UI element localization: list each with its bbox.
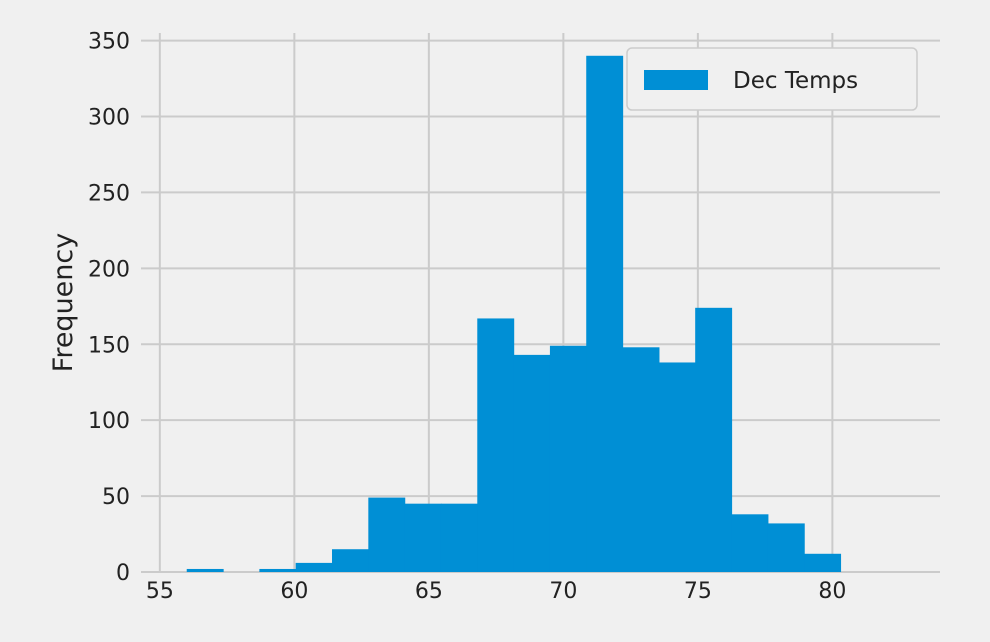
- legend-label-dec-temps: Dec Temps: [733, 68, 858, 94]
- y-tick-label-350: 350: [88, 30, 130, 55]
- grid-lines: [141, 33, 940, 573]
- x-tick-label-75: 75: [684, 579, 712, 604]
- bar-10: [549, 345, 587, 572]
- y-tick-label-0: 0: [116, 561, 130, 586]
- bar-13: [658, 362, 696, 572]
- x-tick-labels: 55 60 65 70 75 80: [146, 579, 847, 604]
- bar-3: [295, 562, 333, 572]
- x-tick-label-70: 70: [549, 579, 577, 604]
- bar-0: [186, 568, 224, 572]
- x-tick-label-80: 80: [818, 579, 846, 604]
- bar-14: [695, 307, 733, 572]
- histogram-bars: [186, 55, 842, 572]
- bar-16: [767, 523, 805, 572]
- bar-8: [477, 318, 515, 572]
- legend-swatch-dec-temps: [644, 70, 708, 90]
- bar-15: [731, 514, 769, 572]
- bar-2: [259, 568, 297, 572]
- y-tick-label-250: 250: [88, 181, 130, 206]
- y-tick-label-200: 200: [88, 257, 130, 282]
- bar-9: [513, 354, 551, 572]
- y-tick-label-300: 300: [88, 106, 130, 131]
- bar-17: [804, 553, 842, 572]
- bar-11: [586, 55, 624, 572]
- x-tick-label-55: 55: [146, 579, 174, 604]
- bar-5: [368, 497, 406, 572]
- bar-12: [622, 347, 660, 572]
- bar-4: [332, 549, 369, 572]
- y-tick-label-150: 150: [88, 333, 130, 358]
- legend: Dec Temps: [626, 47, 918, 111]
- y-axis-label: Frequency: [48, 233, 79, 373]
- y-tick-label-50: 50: [102, 485, 130, 510]
- bar-6: [404, 503, 442, 572]
- bar-7: [440, 503, 478, 572]
- legend-box: [626, 47, 918, 111]
- y-tick-label-100: 100: [88, 409, 130, 434]
- x-tick-label-65: 65: [415, 579, 443, 604]
- y-tick-labels: 0 50 100 150 200 250 300 350: [88, 30, 130, 586]
- x-tick-label-60: 60: [280, 579, 308, 604]
